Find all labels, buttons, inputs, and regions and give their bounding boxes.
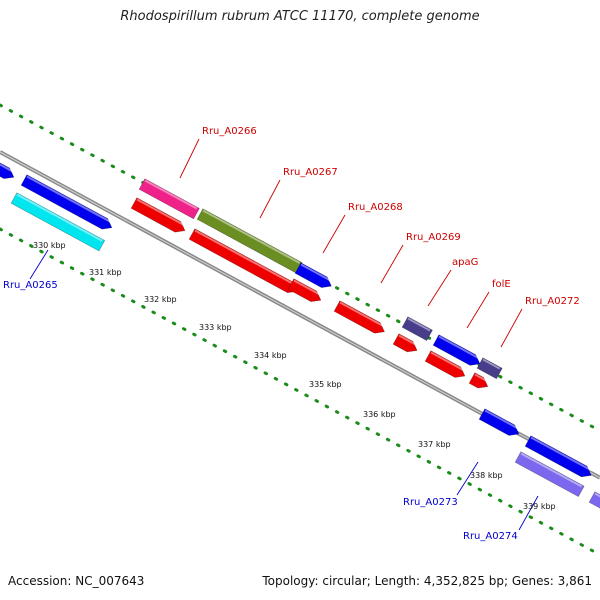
feature-Rru_A0274: [514, 451, 585, 498]
leader-line-Rru_A0265: [29, 249, 49, 280]
feature-label-Rru_A0265: Rru_A0265: [3, 280, 58, 291]
feature-label-folE: folE: [492, 279, 511, 290]
leader-line-Rru_A0266: [179, 138, 200, 179]
feature-label-apaG: apaG: [452, 257, 478, 268]
feature-Rru_A0266: [138, 178, 200, 220]
feature-label-Rru_A0272: Rru_A0272: [525, 296, 580, 307]
tick-label: 333 kbp: [199, 323, 232, 332]
feature-red-5: [392, 333, 418, 353]
feature-red-3: [287, 278, 322, 302]
leader-line-Rru_A0272: [500, 308, 523, 348]
tick-label: 334 kbp: [254, 351, 287, 360]
feature-label-Rru_A0266: Rru_A0266: [202, 126, 257, 137]
feature-label-Rru_A0268: Rru_A0268: [348, 202, 403, 213]
feature-red-6: [424, 350, 466, 378]
leader-line-Rru_A0273: [456, 461, 479, 496]
feature-Rru_A0268: [294, 262, 333, 288]
leader-line-Rru_A0268: [322, 214, 346, 254]
accession-text: Accession: NC_007643: [8, 574, 145, 588]
feature-Rru_A0272: [476, 357, 503, 380]
tick-label: 339 kbp: [523, 502, 556, 511]
feature-blue-right: [524, 435, 593, 478]
leader-line-Rru_A0269: [380, 244, 404, 284]
dotted-ruler-lines: [0, 103, 600, 557]
tick-layer: 330 kbp 331 kbp 332 kbp 333 kbp 334 kbp 335 k…: [33, 241, 556, 511]
feature-label-Rru_A0269: Rru_A0269: [406, 232, 461, 243]
feature-red-2: [188, 228, 299, 294]
tick-label: 331 kbp: [89, 268, 122, 277]
tick-label: 336 kbp: [363, 410, 396, 419]
leader-line-Rru_A0267: [259, 179, 281, 219]
tick-label: 330 kbp: [33, 241, 66, 250]
feature-red-1: [130, 197, 186, 233]
tick-label: 335 kbp: [309, 380, 342, 389]
feature-Rru_A0265: [10, 192, 106, 252]
feature-blue-left: [20, 174, 113, 230]
leader-line-apaG: [427, 269, 452, 307]
feature-layer: [0, 155, 600, 513]
feature-red-4: [333, 300, 386, 334]
feature-apaG: [401, 316, 433, 342]
tick-label: 338 kbp: [470, 471, 503, 480]
feature-Rru_A0273: [478, 408, 520, 436]
outer-dotted-line: [0, 103, 600, 433]
feature-label-Rru_A0267: Rru_A0267: [283, 167, 338, 178]
label-layer: Rru_A0266 Rru_A0267 Rru_A0268 Rru_A0269 apaG…: [3, 126, 580, 542]
feature-violet-edge: [588, 491, 600, 513]
feature-label-Rru_A0274: Rru_A0274: [463, 531, 518, 542]
topology-summary: Topology: circular; Length: 4,352,825 bp…: [262, 574, 592, 588]
tick-label: 337 kbp: [418, 440, 451, 449]
map-title: Rhodospirillum rubrum ATCC 11170, comple…: [120, 9, 480, 24]
feature-label-Rru_A0273: Rru_A0273: [403, 497, 458, 508]
tick-label: 332 kbp: [144, 295, 177, 304]
inner-dotted-line: [0, 227, 600, 557]
feature-red-7: [468, 372, 489, 389]
leader-line-Rru_A0274: [518, 495, 539, 531]
feature-folE: [432, 334, 481, 366]
feature-blue-left-edge: [0, 155, 15, 179]
leader-line-folE: [466, 291, 490, 329]
